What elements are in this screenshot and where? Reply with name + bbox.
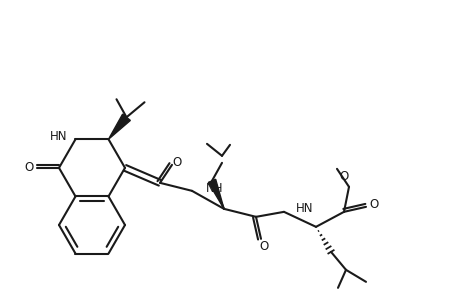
Text: HN: HN [50,130,67,143]
Text: O: O [24,161,34,174]
Text: HN: HN [295,202,313,215]
Text: O: O [369,198,378,211]
Polygon shape [208,179,224,209]
Text: O: O [259,240,268,253]
Text: O: O [172,156,181,169]
Text: NH: NH [206,182,223,195]
Polygon shape [108,114,130,139]
Text: O: O [339,170,348,183]
